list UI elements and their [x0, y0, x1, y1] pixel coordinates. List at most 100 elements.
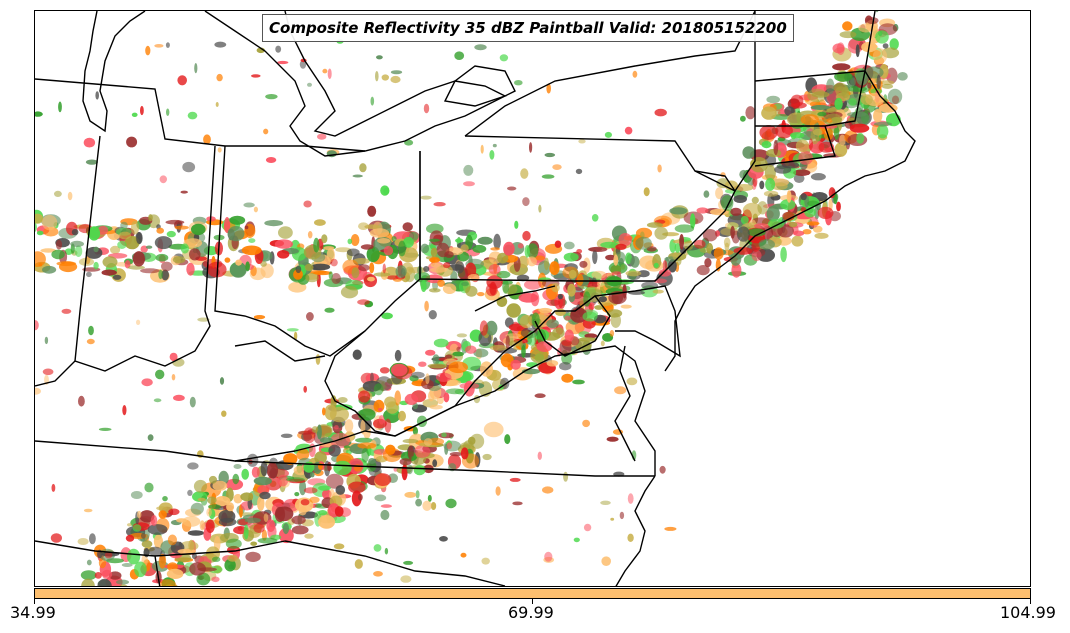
reflectivity-blob	[465, 345, 477, 354]
reflectivity-cell	[380, 504, 392, 508]
reflectivity-cell	[428, 238, 440, 242]
reflectivity-blob	[449, 343, 459, 355]
reflectivity-blob	[754, 223, 769, 229]
reflectivity-cell	[307, 231, 313, 239]
reflectivity-blob	[761, 106, 777, 120]
reflectivity-cell	[304, 263, 314, 272]
reflectivity-blob	[476, 292, 485, 297]
reflectivity-blob	[443, 262, 451, 269]
reflectivity-blob	[208, 504, 221, 510]
reflectivity-blob	[232, 473, 240, 485]
reflectivity-blob	[245, 551, 261, 563]
reflectivity-blob	[162, 496, 168, 502]
coastline-northeast	[664, 70, 916, 372]
reflectivity-cell	[244, 225, 249, 230]
reflectivity-cell	[86, 338, 95, 345]
reflectivity-blob	[158, 269, 163, 280]
reflectivity-cell	[460, 244, 469, 253]
colorbar-tick-label-mid: 69.99	[508, 603, 554, 622]
reflectivity-blob	[42, 265, 57, 274]
reflectivity-cell	[375, 71, 379, 82]
reflectivity-blob	[587, 247, 602, 252]
reflectivity-blob	[608, 261, 628, 274]
reflectivity-blob	[674, 224, 695, 233]
reflectivity-blob	[120, 221, 128, 229]
reflectivity-cell	[182, 161, 196, 173]
reflectivity-blob	[652, 289, 664, 294]
reflectivity-cell	[601, 556, 611, 566]
reflectivity-cell	[165, 42, 170, 48]
reflectivity-cell	[512, 501, 523, 506]
reflectivity-cell	[147, 434, 154, 441]
reflectivity-cell	[35, 320, 39, 331]
reflectivity-cell	[315, 354, 321, 365]
reflectivity-cell	[572, 379, 585, 385]
reflectivity-cell	[197, 497, 206, 502]
reflectivity-cell	[306, 312, 314, 321]
reflectivity-cell	[130, 491, 143, 499]
west-virginia-boundary	[324, 285, 611, 437]
reflectivity-blob	[373, 272, 391, 277]
lake-ontario-shore	[443, 80, 507, 107]
reflectivity-cell	[610, 517, 615, 521]
reflectivity-blob	[40, 248, 57, 253]
reflectivity-blob	[127, 265, 145, 270]
reflectivity-blob	[567, 283, 576, 297]
reflectivity-blob	[51, 249, 65, 260]
reflectivity-cell	[597, 280, 605, 288]
reflectivity-blob	[724, 242, 730, 251]
reflectivity-blob	[250, 541, 258, 546]
reflectivity-blob	[505, 335, 510, 350]
reflectivity-cell	[378, 407, 383, 412]
reflectivity-blob	[831, 117, 842, 122]
reflectivity-blob	[818, 141, 835, 153]
reflectivity-blob	[546, 299, 561, 306]
reflectivity-blob	[257, 537, 278, 544]
reflectivity-cell	[83, 137, 96, 148]
reflectivity-cell	[578, 139, 586, 144]
reflectivity-blob	[736, 226, 750, 242]
reflectivity-blob	[358, 390, 371, 403]
reflectivity-blob	[119, 584, 128, 586]
reflectivity-blob	[600, 241, 619, 248]
reflectivity-blob	[668, 259, 677, 273]
reflectivity-blob	[788, 221, 798, 228]
reflectivity-cell	[203, 134, 211, 145]
reflectivity-cell	[463, 164, 474, 176]
reflectivity-map	[35, 11, 916, 586]
reflectivity-cell	[148, 214, 153, 222]
reflectivity-blob	[189, 562, 207, 576]
reflectivity-blob	[274, 506, 286, 523]
reflectivity-blob	[742, 146, 755, 159]
reflectivity-blob	[80, 570, 97, 580]
reflectivity-cell	[381, 312, 393, 320]
reflectivity-cell	[563, 471, 569, 482]
reflectivity-blob	[263, 513, 269, 522]
reflectivity-blob	[872, 48, 888, 64]
reflectivity-cell	[136, 319, 141, 325]
reflectivity-cell	[311, 426, 319, 433]
colorbar-tick-mid	[532, 599, 533, 604]
reflectivity-blob	[814, 232, 829, 239]
reflectivity-blob	[795, 139, 810, 153]
reflectivity-cell	[54, 190, 62, 197]
reflectivity-blob	[770, 182, 788, 191]
reflectivity-blob	[510, 359, 521, 370]
reflectivity-blob	[205, 519, 215, 533]
reflectivity-blob	[436, 242, 450, 258]
reflectivity-cell	[551, 282, 560, 293]
reflectivity-cell	[383, 245, 394, 256]
reflectivity-cell	[514, 80, 523, 86]
reflectivity-blob	[430, 267, 448, 273]
reflectivity-blob	[361, 447, 370, 463]
reflectivity-blob	[148, 546, 163, 556]
reflectivity-blob	[414, 444, 431, 458]
coastline-mid-atlantic	[615, 475, 656, 586]
reflectivity-blob	[690, 213, 696, 229]
reflectivity-blob	[316, 424, 322, 440]
reflectivity-blob	[78, 257, 95, 266]
reflectivity-blob	[479, 320, 488, 336]
reflectivity-cell	[187, 111, 198, 120]
reflectivity-cell	[445, 498, 457, 509]
reflectivity-cell	[427, 494, 432, 502]
